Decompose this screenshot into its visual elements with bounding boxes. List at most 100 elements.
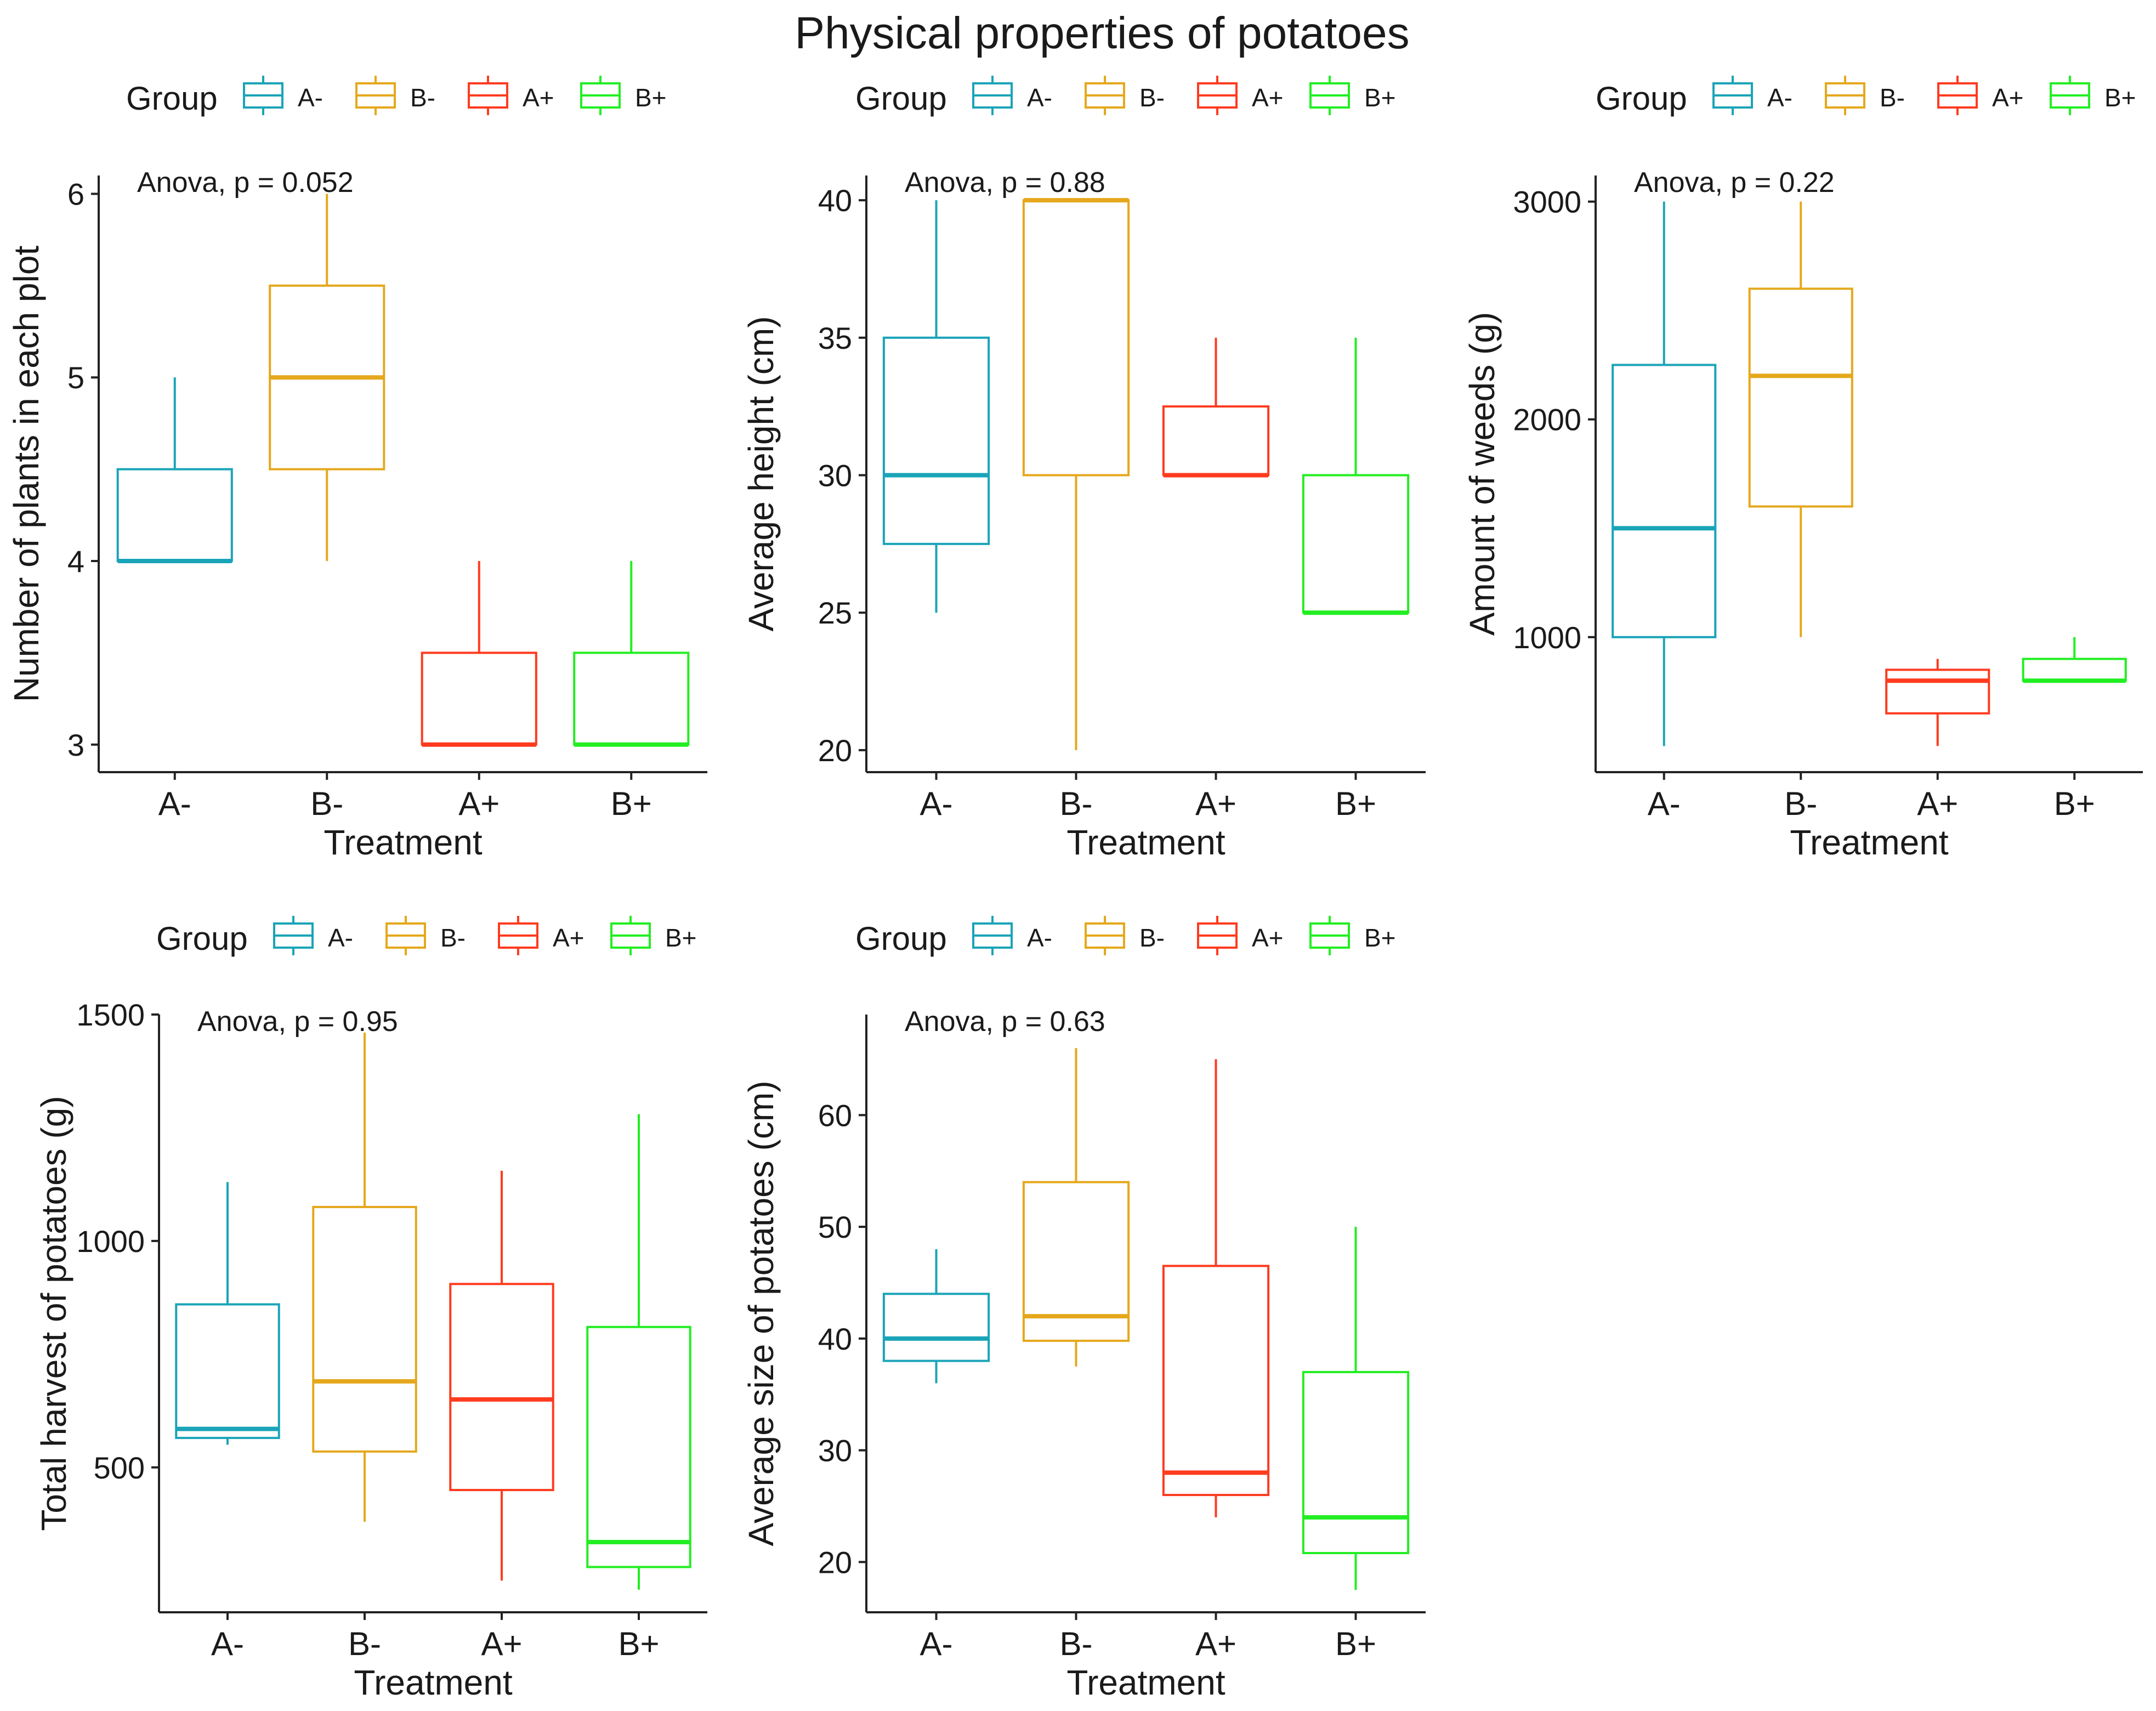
x-axis-title: Treatment <box>1066 823 1225 862</box>
box-Aminus <box>882 200 990 613</box>
iqr-box <box>1162 1265 1270 1497</box>
iqr-box <box>175 1303 280 1440</box>
legend-key-Aplus: A+ <box>468 76 554 115</box>
y-tick-label: 50 <box>818 1210 852 1244</box>
x-axis-title: Treatment <box>1790 823 1949 862</box>
legend-label: A- <box>1767 83 1792 112</box>
box-Aplus <box>449 1170 554 1581</box>
x-tick-label: A+ <box>458 785 500 822</box>
legend-key-Bminus: B- <box>1085 76 1165 115</box>
legend-key-Aplus: A+ <box>1197 916 1284 955</box>
y-tick-label: 1000 <box>76 1224 145 1259</box>
y-tick-label: 2000 <box>1513 403 1581 437</box>
box-Bplus <box>573 561 690 747</box>
iqr-box <box>882 336 990 545</box>
legend-label: A+ <box>1252 83 1284 112</box>
y-axis-title: Total harvest of potatoes (g) <box>34 1096 73 1531</box>
legend-label: A- <box>1027 83 1052 112</box>
x-tick-label: A- <box>211 1625 244 1662</box>
y-tick-label: 4 <box>67 544 84 579</box>
anova-label: Anova, p = 0.22 <box>1634 167 1835 199</box>
legend-label: B- <box>1139 924 1165 952</box>
legend-key-Bplus: B+ <box>2050 76 2136 115</box>
box-Bminus <box>1022 1048 1130 1367</box>
y-axis-title: Amount of weeds (g) <box>1462 312 1502 636</box>
legend-key-Bplus: B+ <box>1309 76 1396 115</box>
legend-label: B+ <box>665 924 697 952</box>
iqr-box <box>1302 474 1410 614</box>
box-Bplus <box>2022 637 2127 683</box>
legend-key-Aplus: A+ <box>1937 76 2024 115</box>
box-Bplus <box>1302 337 1410 615</box>
legend-label: A+ <box>1252 924 1284 952</box>
legend-key-Aplus: A+ <box>498 916 585 955</box>
legend-title: Group <box>156 920 248 957</box>
y-tick-label: 40 <box>818 1322 852 1356</box>
y-tick-label: 30 <box>818 458 852 493</box>
box-Bminus <box>312 1033 417 1522</box>
legend-label: B- <box>410 83 435 112</box>
legend-label: B+ <box>1364 83 1396 112</box>
x-axis-title: Treatment <box>1066 1663 1225 1702</box>
y-axis-title: Number of plants in each plot <box>7 246 46 702</box>
x-axis-title: Treatment <box>324 823 483 862</box>
box-Bminus <box>1748 201 1853 637</box>
anova-label: Anova, p = 0.95 <box>197 1006 398 1038</box>
panel-4: Group A- B- A+ B+ 500 1000 1500 A- B- A+ B+ Treatmen… <box>34 916 707 1702</box>
box-Aplus <box>421 561 537 747</box>
legend-title: Group <box>126 80 218 117</box>
y-tick-label: 500 <box>94 1451 145 1485</box>
box-Aplus <box>1162 337 1270 478</box>
box-Bplus <box>1302 1227 1410 1590</box>
legend-label: A- <box>298 83 323 112</box>
x-tick-label: B- <box>310 785 343 822</box>
iqr-box <box>586 1325 691 1568</box>
x-tick-label: B+ <box>2054 785 2095 822</box>
iqr-box <box>1162 405 1270 477</box>
x-tick-label: A- <box>920 785 953 822</box>
box-Aminus <box>882 1249 990 1384</box>
iqr-box <box>573 651 690 746</box>
legend-key-Aminus: A- <box>273 916 353 955</box>
x-tick-label: B+ <box>1335 785 1376 822</box>
x-axis-title: Treatment <box>354 1663 513 1702</box>
y-tick-label: 25 <box>818 596 852 630</box>
box-Bminus <box>269 194 385 562</box>
iqr-box <box>1748 287 1853 508</box>
legend-label: B- <box>440 924 466 952</box>
x-tick-label: A- <box>920 1625 953 1662</box>
legend-label: A- <box>1027 924 1052 952</box>
legend-key-Aminus: A- <box>972 916 1052 955</box>
y-axis-title: Average size of potatoes (cm) <box>741 1081 781 1546</box>
legend-key-Bminus: B- <box>1085 916 1165 955</box>
legend-label: B+ <box>1364 924 1396 952</box>
legend-label: A+ <box>523 83 554 112</box>
legend-label: B+ <box>2104 83 2136 112</box>
box-Bminus <box>1022 198 1130 750</box>
box-Aminus <box>116 377 233 564</box>
x-tick-label: A- <box>1648 785 1681 822</box>
y-tick-label: 1000 <box>1513 620 1581 655</box>
y-tick-label: 60 <box>818 1098 852 1132</box>
legend-key-Bplus: B+ <box>1309 916 1396 955</box>
legend-title: Group <box>855 920 947 957</box>
legend-key-Bminus: B- <box>1825 76 1905 115</box>
iqr-box <box>2022 658 2127 682</box>
legend: Group A- B- A+ B+ <box>156 916 697 957</box>
panel-3: Group A- B- A+ B+ 1000 2000 3000 A- B- A+ B+ Treatme… <box>1462 76 2143 862</box>
panel-2: Group A- B- A+ B+ 20 25 30 35 40 A- B- A+ B+ Treatment… <box>741 76 1426 862</box>
x-tick-label: A+ <box>1195 785 1236 822</box>
legend-label: A+ <box>1992 83 2024 112</box>
x-tick-label: A+ <box>1195 1625 1236 1662</box>
box-Aplus <box>1885 659 1990 746</box>
x-tick-label: B- <box>1784 785 1817 822</box>
x-tick-label: B+ <box>1335 1625 1376 1662</box>
iqr-box <box>312 1205 417 1453</box>
x-tick-label: A- <box>158 785 191 822</box>
iqr-box <box>1302 1370 1410 1555</box>
x-tick-label: B+ <box>618 1625 659 1662</box>
legend: Group A- B- A+ B+ <box>1596 76 2136 117</box>
x-tick-label: A+ <box>481 1625 522 1662</box>
y-tick-label: 20 <box>818 1545 852 1579</box>
